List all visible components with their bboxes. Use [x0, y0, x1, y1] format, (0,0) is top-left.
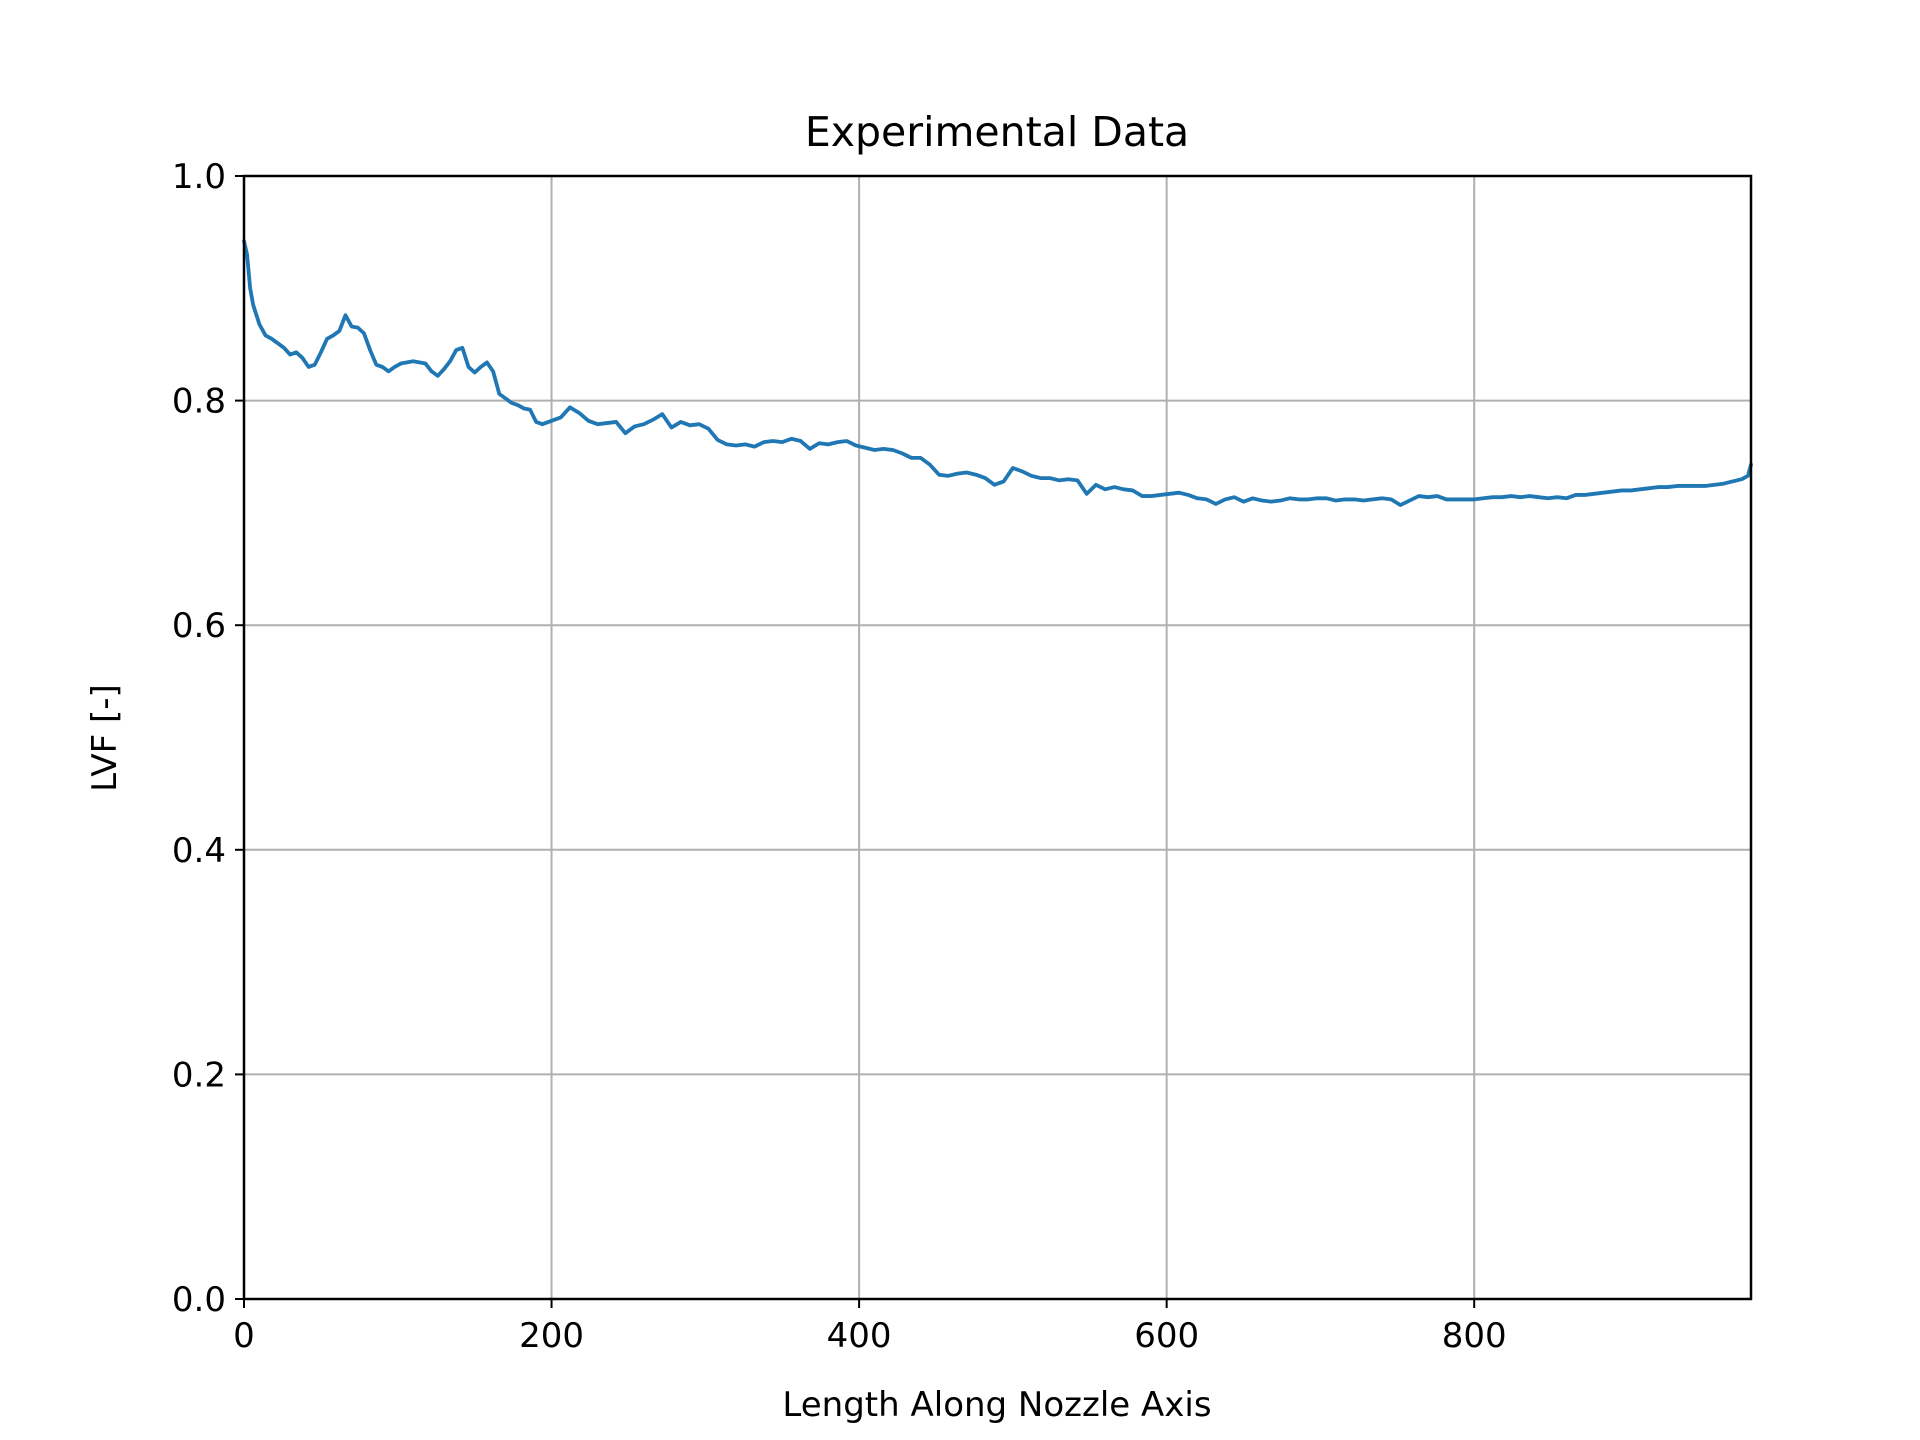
x-tick-label: 600 — [1134, 1316, 1199, 1356]
y-tick-label: 0.8 — [172, 382, 226, 422]
plot-area-frame — [242, 174, 1753, 1301]
y-tick-label: 0.6 — [172, 606, 226, 646]
series-layer — [242, 239, 1753, 507]
y-tick-label: 0.0 — [172, 1280, 226, 1320]
y-tick-label: 0.4 — [172, 831, 226, 871]
series-line — [242, 239, 1753, 507]
y-axis-label: LVF [-] — [85, 684, 125, 792]
x-tick-label: 800 — [1442, 1316, 1507, 1356]
y-tick-label: 1.0 — [172, 157, 226, 197]
chart-title: Experimental Data — [805, 108, 1189, 156]
x-tick-label: 400 — [827, 1316, 892, 1356]
ticks: 0 200 400 600 800 0.0 0.2 0.4 0.6 0.8 1.0 — [172, 157, 1507, 1356]
x-axis-label: Length Along Nozzle Axis — [782, 1385, 1211, 1425]
x-tick-label: 0 — [233, 1316, 255, 1356]
x-tick-label: 200 — [519, 1316, 584, 1356]
y-tick-label: 0.2 — [172, 1055, 226, 1095]
